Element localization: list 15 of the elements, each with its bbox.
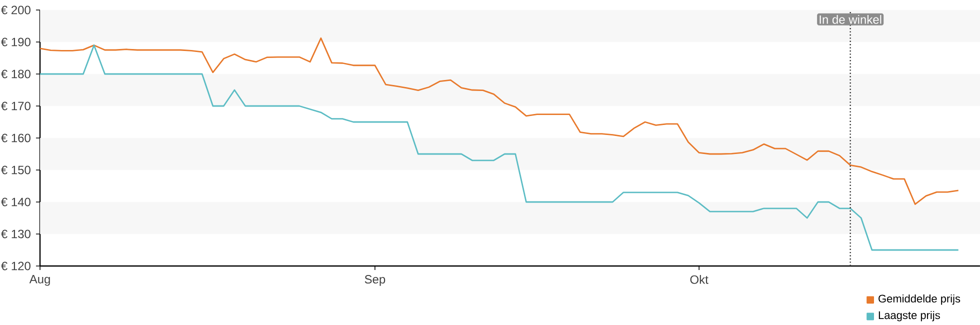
- y-tick-label: € 160: [1, 134, 30, 142]
- y-tick-label: € 120: [1, 262, 30, 270]
- legend-label: Gemiddelde prijs: [878, 294, 960, 305]
- ref-line-label: In de winkel: [820, 14, 882, 24]
- y-tick-label: € 200: [1, 6, 30, 14]
- y-tick-label: € 190: [1, 38, 30, 46]
- y-tick-label: € 140: [1, 198, 30, 206]
- x-tick-label: Sep: [364, 275, 386, 286]
- x-tick-label: Okt: [690, 275, 708, 284]
- y-tick-label: € 130: [1, 230, 30, 238]
- x-tick-label: Aug: [29, 275, 50, 286]
- y-tick-label: € 180: [1, 70, 30, 78]
- y-tick-label: € 170: [1, 102, 30, 110]
- legend-label: Laagste prijs: [878, 311, 940, 322]
- y-tick-label: € 150: [1, 166, 30, 174]
